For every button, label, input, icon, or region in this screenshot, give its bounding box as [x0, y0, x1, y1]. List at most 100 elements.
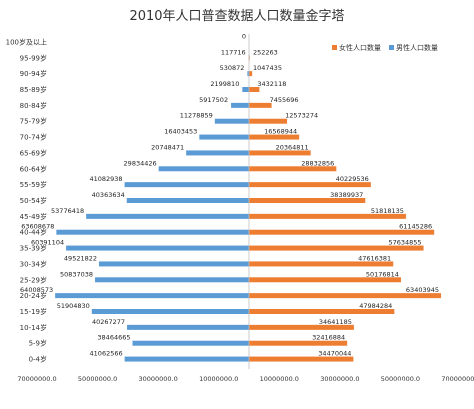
female-bar [249, 182, 371, 188]
female-data-label: 34641185 [319, 318, 352, 326]
female-bar [249, 309, 395, 314]
female-bar [249, 71, 253, 77]
male-bar [124, 356, 249, 362]
legend-label-male: 男性人口数量 [396, 43, 438, 52]
male-bar [86, 213, 249, 219]
female-data-label: 16568944 [264, 128, 297, 136]
male-data-label: 50837038 [60, 270, 93, 278]
female-bar [249, 150, 311, 156]
legend-swatch-male [389, 45, 394, 50]
category-label: 40-44岁 [20, 228, 47, 237]
male-data-label: 64008573 [20, 286, 53, 294]
male-data-label: 117716 [221, 48, 246, 56]
male-bar [124, 182, 249, 188]
category-label: 35-39岁 [20, 244, 47, 253]
male-data-label: 40267277 [92, 318, 125, 326]
male-bar [56, 229, 250, 235]
male-bar [242, 87, 249, 92]
male-bar [55, 293, 250, 299]
x-tick-label: 50000000.0 [381, 375, 420, 383]
male-data-label: 20748471 [151, 143, 184, 151]
male-data-label: 29834426 [124, 159, 157, 167]
male-bar [95, 277, 249, 283]
category-label: 30-34岁 [20, 259, 47, 268]
female-bar [249, 118, 288, 124]
legend: 女性人口数量 男性人口数量 [332, 43, 438, 52]
x-tick-label: 70000000.0 [17, 375, 56, 383]
category-label: 85-89岁 [20, 85, 47, 94]
female-bar [249, 134, 300, 140]
male-data-label: 51904830 [57, 302, 90, 310]
chart-title: 2010年人口普查数据人口数量金字塔 [129, 8, 344, 24]
category-label: 65-69岁 [20, 148, 47, 157]
x-tick-label: 10000000.0 [260, 375, 299, 383]
category-label: 95-99岁 [20, 53, 47, 62]
male-bar [66, 245, 249, 251]
x-tick-label: 10000000.0 [199, 375, 238, 383]
female-data-label: 47616381 [358, 254, 391, 262]
category-label: 50-54岁 [20, 196, 47, 205]
female-bar [249, 213, 406, 219]
category-label: 75-79岁 [20, 117, 47, 126]
male-data-label: 5917502 [199, 96, 228, 104]
female-data-label: 38389937 [330, 191, 363, 199]
female-data-label: 34470044 [318, 350, 351, 358]
watermark: 知乎 @娃咕咕 [378, 379, 466, 396]
female-data-label: 57634855 [388, 239, 421, 247]
female-bar [249, 245, 424, 251]
male-data-label: 41062566 [90, 350, 123, 358]
female-data-label: 50176814 [366, 270, 399, 278]
male-data-label: 38464665 [97, 334, 130, 342]
female-data-label: 252263 [253, 48, 278, 56]
female-data-label: 7455696 [270, 96, 299, 104]
x-tick-label: 50000000.0 [78, 375, 117, 383]
male-bar [132, 340, 249, 346]
female-data-label: 28832856 [301, 159, 334, 167]
female-data-label: 1047435 [253, 64, 282, 72]
male-bar [127, 324, 249, 330]
x-tick-label: 30000000.0 [320, 375, 359, 383]
legend-label-female: 女性人口数量 [339, 43, 381, 52]
female-data-label: 51818135 [371, 207, 404, 215]
female-data-label: 3432118 [257, 80, 286, 88]
category-label: 5-9岁 [29, 339, 47, 348]
male-bar [186, 150, 249, 156]
category-labels-layer: 0-4岁 5-9岁 10-14岁 15-19岁 20-24岁 25-29岁 30-34岁 35… [6, 37, 47, 363]
female-bar [249, 87, 260, 92]
female-data-label: 12573274 [285, 112, 318, 120]
male-bar [199, 134, 249, 140]
female-bar [249, 166, 337, 172]
category-label: 45-49岁 [20, 212, 47, 221]
male-bar [91, 309, 249, 314]
category-label: 25-29岁 [20, 275, 47, 284]
category-label: 90-94岁 [20, 69, 47, 78]
category-label: 0-4岁 [29, 355, 47, 364]
female-bar [249, 229, 435, 235]
category-label: 60-64岁 [20, 164, 47, 173]
male-data-label: 11278859 [180, 112, 213, 120]
male-bar [158, 166, 249, 172]
female-data-label: 32416884 [312, 334, 345, 342]
male-bar [231, 102, 249, 108]
male-data-label: 16403453 [164, 128, 197, 136]
male-data-label: 63608678 [21, 223, 54, 231]
female-bar [249, 340, 348, 346]
category-label: 20-24岁 [20, 291, 47, 300]
x-tick-label: 70000000.0 [441, 375, 474, 383]
female-data-label: 40229536 [336, 175, 369, 183]
category-label: 15-19岁 [20, 307, 47, 316]
male-data-label: 60391104 [31, 239, 64, 247]
female-bar [249, 261, 394, 267]
male-data-label: 2199810 [210, 80, 239, 88]
male-data-label: 49521822 [64, 254, 97, 262]
female-data-label: 61145286 [399, 223, 432, 231]
bars-layer [55, 55, 442, 362]
female-bar [249, 198, 366, 203]
male-data-label: 53776418 [51, 207, 84, 215]
legend-swatch-female [332, 45, 337, 50]
male-bar [214, 118, 249, 124]
female-bar [249, 293, 442, 299]
male-data-label: 41082938 [89, 175, 122, 183]
